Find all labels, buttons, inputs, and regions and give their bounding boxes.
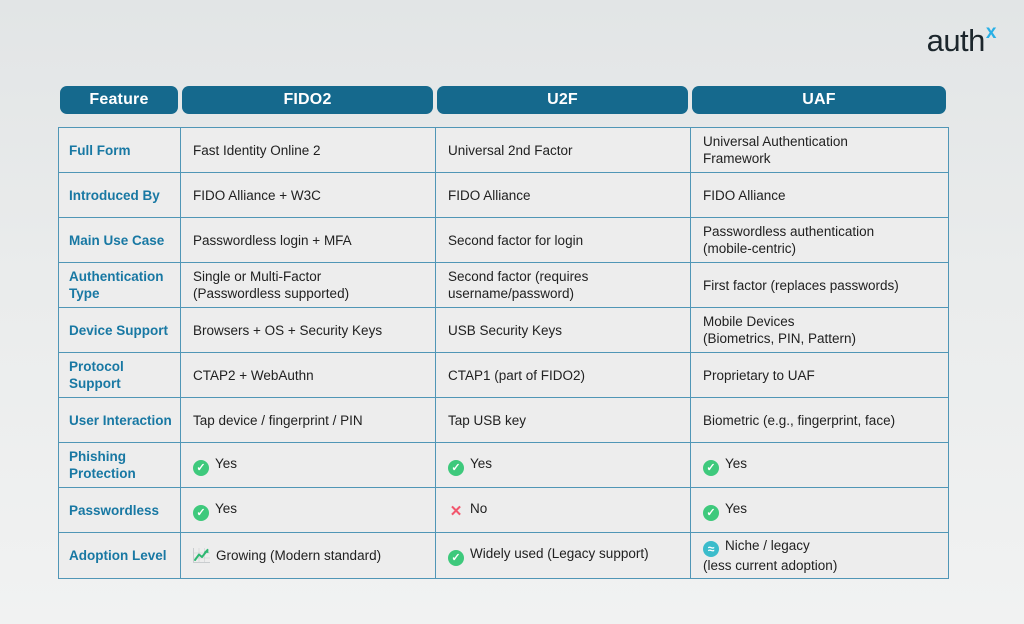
- cell-fido2: ✓ Yes: [180, 442, 436, 488]
- cell-uaf: Biometric (e.g., fingerprint, face): [690, 397, 949, 443]
- table-row: Introduced By FIDO Alliance + W3C FIDO A…: [58, 172, 949, 218]
- cell-u2f: ✓ Yes: [435, 442, 691, 488]
- cell-fido2: ✓ Yes: [180, 487, 436, 533]
- cell-u2f: FIDO Alliance: [435, 172, 691, 218]
- header-fido2: FIDO2: [182, 86, 433, 114]
- feature-label: Main Use Case: [58, 217, 181, 263]
- feature-label: Full Form: [58, 127, 181, 173]
- table-row: Passwordless ✓ Yes ✕ No ✓ Yes: [58, 487, 949, 533]
- header-uaf: UAF: [692, 86, 946, 114]
- table-row: Main Use Case Passwordless login + MFA S…: [58, 217, 949, 263]
- cell-uaf: Proprietary to UAF: [690, 352, 949, 398]
- cell-text: Yes: [725, 455, 748, 471]
- cell-u2f: USB Security Keys: [435, 307, 691, 353]
- feature-label: Protocol Support: [58, 352, 181, 398]
- cell-text: Growing (Modern standard): [216, 548, 382, 563]
- cell-uaf: Mobile Devices (Biometrics, PIN, Pattern…: [690, 307, 949, 353]
- cell-u2f: Tap USB key: [435, 397, 691, 443]
- feature-label: Device Support: [58, 307, 181, 353]
- cell-u2f: Universal 2nd Factor: [435, 127, 691, 173]
- cell-text: Widely used (Legacy support): [470, 546, 649, 561]
- table-row: Protocol Support CTAP2 + WebAuthn CTAP1 …: [58, 352, 949, 398]
- cell-uaf: Universal Authentication Framework: [690, 127, 949, 173]
- cell-u2f: Second factor (requires username/passwor…: [435, 262, 691, 308]
- check-icon: ✓: [193, 459, 209, 476]
- check-icon: ✓: [448, 550, 464, 566]
- cell-u2f: Second factor for login: [435, 217, 691, 263]
- check-icon: ✓: [448, 459, 464, 476]
- growth-chart-icon: [193, 548, 210, 563]
- cell-u2f: ✓ Widely used (Legacy support): [435, 532, 691, 579]
- logo-text: auth: [926, 23, 986, 58]
- logo-x: x: [985, 22, 997, 43]
- table-row: User Interaction Tap device / fingerprin…: [58, 397, 949, 443]
- comparison-table: Full Form Fast Identity Online 2 Univers…: [58, 127, 949, 579]
- cell-uaf: ✓ Yes: [690, 442, 949, 488]
- header-u2f: U2F: [437, 86, 688, 114]
- feature-label: Introduced By: [58, 172, 181, 218]
- cell-fido2: FIDO Alliance + W3C: [180, 172, 436, 218]
- table-row: Adoption Level Growing (Modern standard)…: [58, 532, 949, 579]
- cell-text: Yes: [215, 455, 238, 471]
- cell-fido2: Tap device / fingerprint / PIN: [180, 397, 436, 443]
- cell-fido2: Fast Identity Online 2: [180, 127, 436, 173]
- check-icon: ✓: [703, 504, 719, 521]
- feature-label: Authentication Type: [58, 262, 181, 308]
- header-feature: Feature: [60, 86, 178, 114]
- cell-text: Yes: [470, 455, 493, 471]
- table-row: Full Form Fast Identity Online 2 Univers…: [58, 127, 949, 173]
- feature-label: Adoption Level: [58, 532, 181, 579]
- table-row: Phishing Protection ✓ Yes ✓ Yes ✓ Yes: [58, 442, 949, 488]
- table-row: Device Support Browsers + OS + Security …: [58, 307, 949, 353]
- cell-uaf: FIDO Alliance: [690, 172, 949, 218]
- cell-fido2: Single or Multi-Factor (Passwordless sup…: [180, 262, 436, 308]
- feature-label: Passwordless: [58, 487, 181, 533]
- cross-icon: ✕: [449, 503, 463, 520]
- wave-circle-icon: ≈: [703, 541, 719, 557]
- feature-label: User Interaction: [58, 397, 181, 443]
- cell-uaf: ≈ Niche / legacy (less current adoption): [690, 532, 949, 579]
- cell-uaf: Passwordless authentication (mobile-cent…: [690, 217, 949, 263]
- cell-fido2: Growing (Modern standard): [180, 532, 436, 579]
- cell-fido2: CTAP2 + WebAuthn: [180, 352, 436, 398]
- check-icon: ✓: [193, 504, 209, 521]
- table-header-row: Feature FIDO2 U2F UAF: [58, 86, 948, 114]
- authx-logo: authx: [926, 22, 997, 59]
- cell-uaf: First factor (replaces passwords): [690, 262, 949, 308]
- check-icon: ✓: [703, 459, 719, 476]
- cell-text: Yes: [725, 500, 748, 516]
- cell-text: Niche / legacy (less current adoption): [703, 538, 838, 573]
- cell-u2f: CTAP1 (part of FIDO2): [435, 352, 691, 398]
- cell-fido2: Browsers + OS + Security Keys: [180, 307, 436, 353]
- cell-fido2: Passwordless login + MFA: [180, 217, 436, 263]
- cell-text: No: [470, 501, 488, 516]
- feature-label: Phishing Protection: [58, 442, 181, 488]
- table-row: Authentication Type Single or Multi-Fact…: [58, 262, 949, 308]
- cell-u2f: ✕ No: [435, 487, 691, 533]
- comparison-table-wrap: Feature FIDO2 U2F UAF Full Form Fast Ide…: [58, 86, 949, 579]
- cell-text: Yes: [215, 500, 238, 516]
- cell-uaf: ✓ Yes: [690, 487, 949, 533]
